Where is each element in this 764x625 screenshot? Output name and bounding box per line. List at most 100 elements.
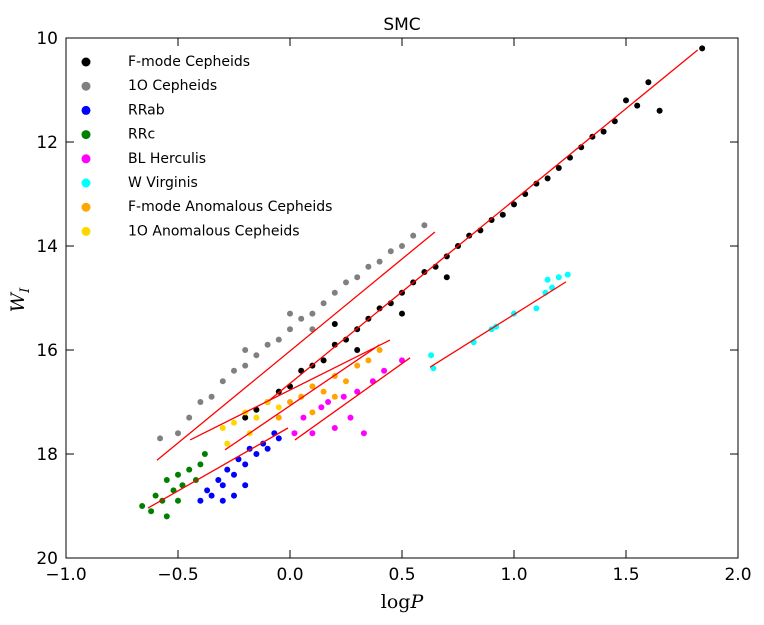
point: [309, 409, 316, 416]
legend-marker: [81, 178, 91, 188]
point: [253, 451, 260, 457]
legend-marker: [81, 57, 91, 67]
plot-area: [139, 45, 706, 520]
legend-marker: [81, 226, 91, 236]
point: [466, 232, 473, 239]
point: [264, 341, 271, 348]
point: [242, 414, 249, 421]
point: [287, 399, 293, 405]
legend-label: F-mode Cepheids: [128, 54, 250, 70]
point: [331, 393, 338, 400]
point: [197, 399, 204, 405]
fit-line: [269, 49, 699, 401]
point: [163, 513, 170, 520]
point: [253, 414, 260, 421]
fit-line: [147, 427, 289, 509]
point: [656, 107, 663, 114]
fit-line: [429, 281, 567, 368]
point: [204, 487, 211, 494]
point: [699, 45, 706, 52]
point: [320, 357, 327, 364]
point: [325, 399, 332, 405]
point: [340, 393, 347, 400]
x-axis-label-main: log: [381, 591, 411, 613]
point: [298, 393, 305, 400]
point: [511, 201, 517, 208]
point: [533, 305, 540, 312]
y-axis-label-sub: I: [18, 287, 33, 294]
point: [365, 357, 372, 364]
point: [600, 128, 607, 135]
point: [376, 258, 383, 265]
point: [242, 347, 249, 353]
point: [347, 414, 354, 421]
point: [331, 321, 338, 327]
point: [163, 477, 170, 483]
x-tick-label: −0.5: [157, 565, 198, 585]
legend-marker: [81, 81, 91, 91]
y-tick-label: 10: [36, 29, 58, 49]
legend-label: RRab: [128, 102, 165, 118]
point: [331, 289, 338, 296]
chart-title: SMC: [383, 15, 420, 35]
point: [309, 310, 316, 317]
legend-label: BL Herculis: [128, 151, 206, 167]
point: [208, 393, 215, 400]
point: [300, 414, 307, 421]
point: [179, 482, 186, 489]
point: [275, 336, 282, 343]
point: [320, 300, 327, 307]
y-tick-label: 12: [36, 133, 58, 153]
point: [242, 482, 249, 489]
point: [499, 211, 506, 218]
point: [354, 388, 361, 395]
point: [231, 471, 237, 478]
point: [428, 352, 435, 359]
point: [219, 482, 226, 489]
point: [215, 477, 222, 483]
point: [488, 217, 495, 223]
point: [533, 180, 540, 187]
point: [275, 404, 282, 411]
point: [197, 497, 204, 504]
legend-marker: [81, 202, 91, 212]
legend-marker: [81, 105, 91, 115]
point: [399, 243, 405, 249]
point: [354, 362, 361, 369]
point: [219, 497, 226, 504]
point: [175, 430, 181, 437]
y-tick-label: 14: [36, 237, 58, 257]
point: [522, 191, 529, 197]
point: [387, 248, 394, 255]
x-axis-label: logP: [381, 591, 425, 613]
point: [231, 419, 237, 426]
point: [443, 253, 450, 260]
point: [219, 425, 226, 431]
point: [376, 347, 383, 353]
legend-marker: [81, 130, 91, 140]
point: [201, 451, 208, 457]
x-axis-label-var: P: [409, 591, 424, 613]
point: [343, 279, 349, 286]
point: [275, 435, 282, 442]
point: [360, 430, 367, 437]
point: [186, 414, 193, 421]
point: [320, 388, 327, 395]
point: [634, 102, 641, 109]
point: [645, 79, 652, 86]
point: [175, 471, 181, 478]
fit-line: [156, 231, 436, 461]
point: [564, 271, 571, 278]
point: [354, 347, 361, 353]
point: [275, 414, 282, 421]
fit-line: [189, 339, 391, 441]
point: [175, 497, 181, 504]
point: [309, 383, 316, 390]
legend-label: W Virginis: [128, 175, 198, 191]
point: [287, 310, 293, 317]
point: [152, 492, 159, 499]
point: [139, 503, 146, 509]
fit-line: [224, 344, 380, 451]
legend-marker: [81, 154, 91, 164]
